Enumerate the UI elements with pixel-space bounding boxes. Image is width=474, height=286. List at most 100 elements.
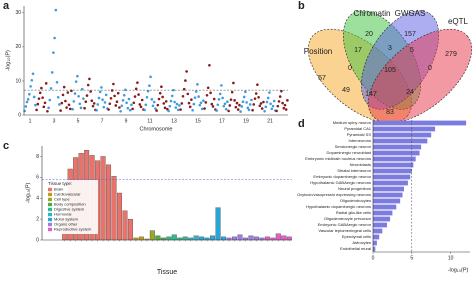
- bar: [373, 120, 467, 126]
- point: [188, 105, 192, 109]
- point: [116, 91, 120, 95]
- legend-box: [46, 180, 98, 234]
- panel-label: c: [3, 140, 9, 152]
- x-axis-label: -log₁₀(P): [448, 267, 469, 273]
- point: [152, 100, 156, 104]
- point: [218, 92, 222, 96]
- bar: [215, 207, 221, 241]
- bar: [373, 222, 387, 228]
- region-count: 24: [406, 89, 414, 96]
- point: [31, 72, 35, 76]
- point: [242, 95, 246, 99]
- point: [220, 84, 223, 87]
- point: [124, 88, 127, 92]
- y-tick-label: Ependymal cells: [342, 234, 371, 239]
- point: [150, 98, 154, 101]
- x-tick-label: 11: [147, 118, 152, 124]
- bar: [373, 180, 408, 186]
- region-count: 17: [354, 47, 362, 54]
- point: [78, 102, 82, 106]
- point: [143, 108, 146, 112]
- point: [36, 102, 40, 106]
- region-count: 105: [384, 67, 396, 74]
- point: [227, 109, 230, 113]
- point: [262, 100, 265, 104]
- point: [24, 105, 28, 108]
- point: [169, 99, 173, 103]
- region-count: 83: [386, 109, 394, 116]
- point: [175, 102, 179, 106]
- bar: [373, 132, 432, 138]
- point: [122, 93, 126, 97]
- point: [42, 105, 46, 109]
- point: [102, 105, 106, 109]
- legend-label: Reproductive system: [54, 227, 92, 232]
- point: [240, 105, 244, 108]
- y-tick-label: Striatal interneuron: [337, 168, 371, 173]
- point: [155, 109, 158, 112]
- point: [138, 103, 142, 106]
- set-label: Chromatin: [354, 9, 391, 18]
- x-tick-label: 7: [101, 118, 104, 124]
- point: [61, 93, 65, 97]
- point: [118, 106, 121, 109]
- y-tick-label: Astrocytes: [352, 240, 371, 245]
- point: [254, 92, 258, 95]
- y-tick-label: 8: [36, 154, 39, 160]
- bar: [264, 236, 270, 241]
- point: [120, 104, 124, 108]
- bar: [373, 210, 393, 216]
- point: [52, 51, 55, 54]
- point: [256, 83, 259, 86]
- point: [185, 70, 188, 73]
- legend-label: Cell type: [54, 197, 70, 202]
- point: [76, 74, 79, 78]
- x-tick-label: 9: [125, 118, 128, 124]
- point: [167, 109, 170, 113]
- panel-label: d: [298, 118, 305, 130]
- y-tick-label: Interneurons: [349, 138, 371, 143]
- point: [35, 108, 38, 112]
- point: [172, 88, 175, 92]
- point: [64, 99, 67, 103]
- bar: [242, 237, 248, 241]
- point: [119, 109, 122, 113]
- region-count: 3: [388, 45, 392, 52]
- point: [23, 109, 26, 113]
- bar: [199, 236, 205, 241]
- point: [41, 96, 44, 99]
- point: [96, 103, 100, 106]
- point: [266, 96, 270, 100]
- point: [190, 98, 193, 101]
- point: [198, 103, 202, 107]
- x-tick-label: 3: [53, 118, 56, 124]
- point: [180, 102, 184, 105]
- point: [252, 103, 256, 106]
- y-tick-label: Endothelial mural: [340, 246, 371, 251]
- region-count: 157: [404, 31, 416, 38]
- point: [107, 108, 110, 111]
- point: [223, 102, 227, 106]
- point: [125, 101, 128, 105]
- region-count: 57: [318, 75, 326, 82]
- point: [126, 106, 130, 110]
- y-tick-label: Hypothalamic dopaminergic neurons: [306, 204, 371, 209]
- bar: [160, 237, 166, 241]
- y-tick-label: Hypothalamic GABAergic neurons: [310, 180, 371, 185]
- point: [270, 107, 274, 111]
- point: [128, 108, 132, 112]
- point: [79, 106, 83, 110]
- bar: [188, 237, 194, 241]
- point: [263, 109, 266, 113]
- point: [230, 90, 234, 94]
- y-tick-label: Pyramidal CA1: [344, 126, 371, 131]
- point: [286, 99, 289, 102]
- point: [140, 98, 144, 102]
- point: [98, 90, 102, 94]
- point: [222, 104, 226, 108]
- point: [60, 101, 64, 105]
- point: [151, 104, 155, 108]
- point: [260, 107, 264, 110]
- legend-swatch: [48, 222, 52, 227]
- point: [272, 99, 276, 103]
